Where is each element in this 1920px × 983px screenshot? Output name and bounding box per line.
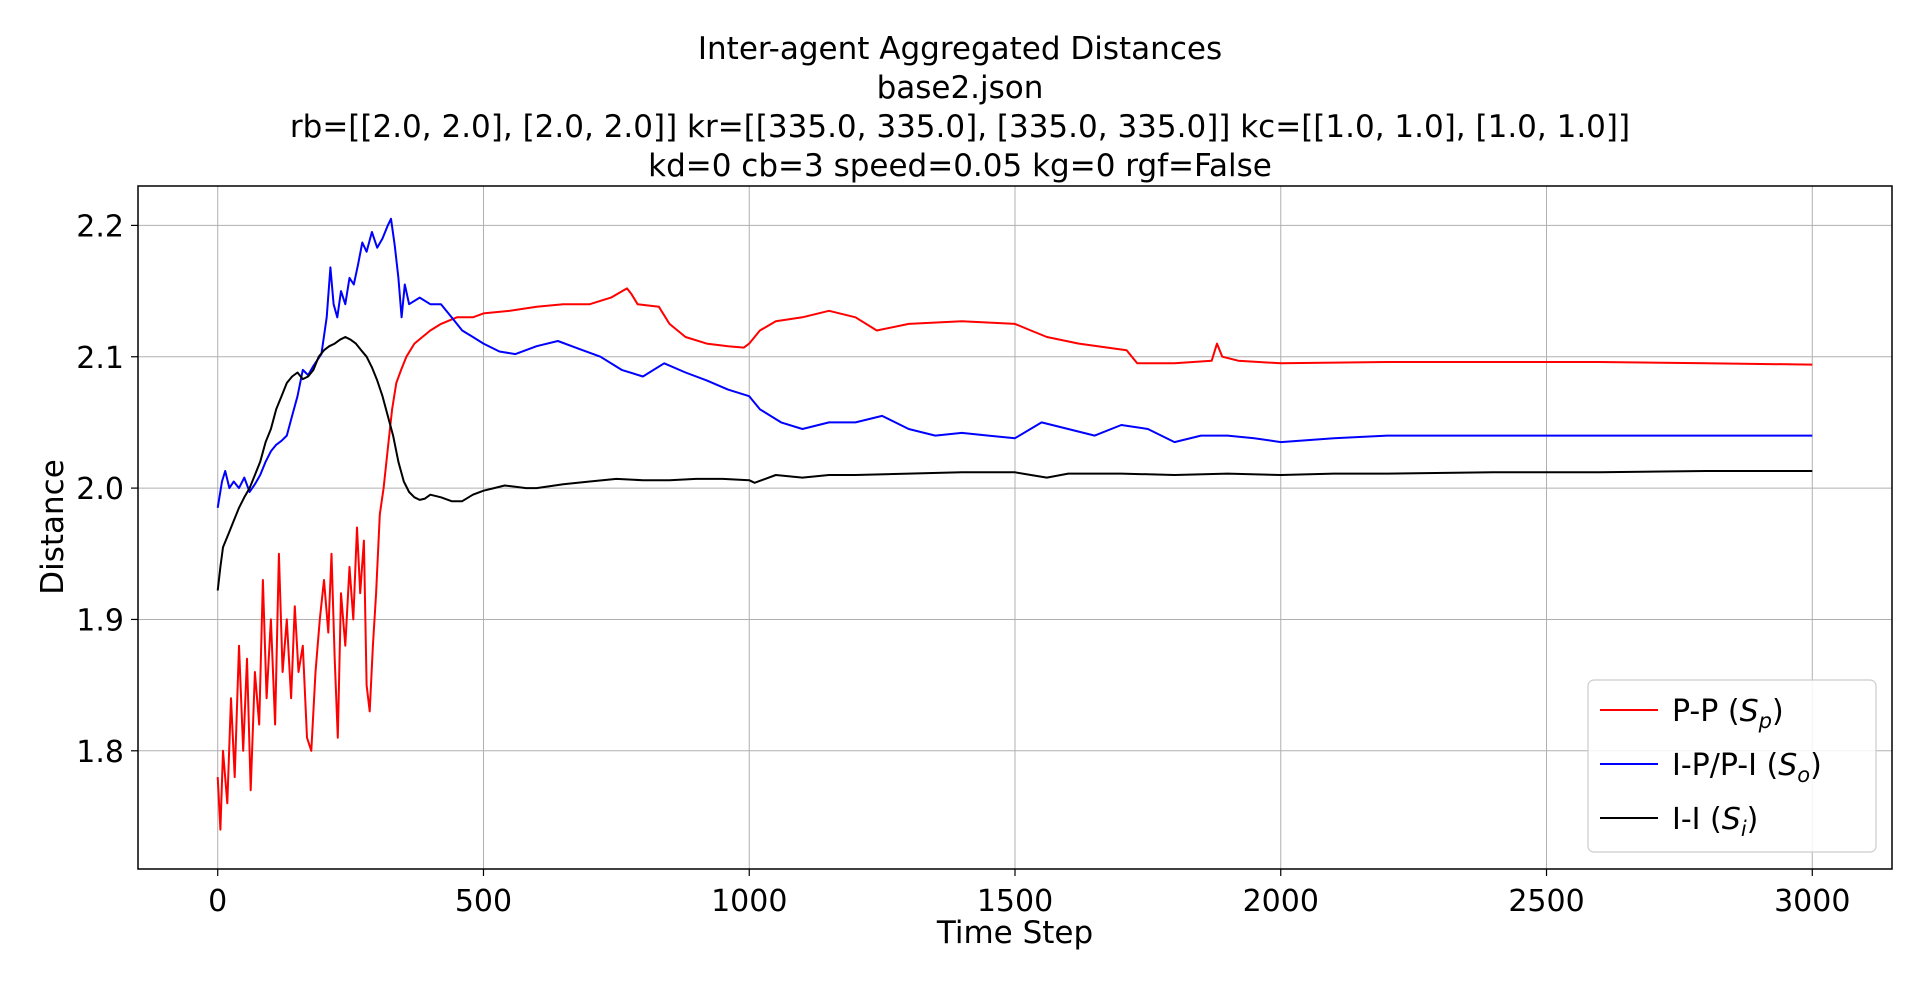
y-tick-label: 1.8 <box>76 735 124 770</box>
chart-subtitle-params-2: kd=0 cb=3 speed=0.05 kg=0 rgf=False <box>648 148 1272 184</box>
x-tick-label: 1500 <box>977 884 1053 919</box>
y-tick-label: 2.1 <box>76 341 124 376</box>
legend: P-P (Sp) I-P/P-I (So) I-I (Si) <box>1587 679 1877 853</box>
series-line-o <box>216 217 1813 508</box>
series-line-i <box>216 336 1813 591</box>
grid <box>138 186 1892 869</box>
legend-label: I-I (Si) <box>1672 802 1758 841</box>
series-lines <box>216 217 1813 831</box>
chart-title: Inter-agent Aggregated Distances <box>697 31 1223 67</box>
y-tick-label: 1.9 <box>76 603 124 638</box>
x-tick-label: 1000 <box>711 884 787 919</box>
y-tick-label: 2.2 <box>76 209 124 244</box>
axis-ticks: 0 500 1000 1500 2000 2500 3000 1.8 1.9 2.0 2.1 2.2 <box>76 209 1850 919</box>
chart-subtitle-file: base2.json <box>876 70 1044 106</box>
legend-box <box>1587 679 1877 853</box>
chart-subtitle-params-1: rb=[[2.0, 2.0], [2.0, 2.0]] kr=[[335.0, … <box>289 109 1631 145</box>
y-axis-label: Distance <box>35 459 71 595</box>
x-tick-label: 2500 <box>1508 884 1584 919</box>
x-tick-label: 2000 <box>1243 884 1319 919</box>
x-tick-label: 3000 <box>1774 884 1850 919</box>
y-tick-label: 2.0 <box>76 472 124 507</box>
legend-label: I-P/P-I (So) <box>1672 748 1822 787</box>
series-line-p <box>216 287 1813 831</box>
x-axis-label: Time Step <box>936 915 1093 951</box>
x-tick-label: 0 <box>208 884 227 919</box>
chart-title-block: Inter-agent Aggregated Distances base2.j… <box>0 30 1920 186</box>
x-tick-label: 500 <box>455 884 512 919</box>
legend-label: P-P (Sp) <box>1672 694 1784 733</box>
